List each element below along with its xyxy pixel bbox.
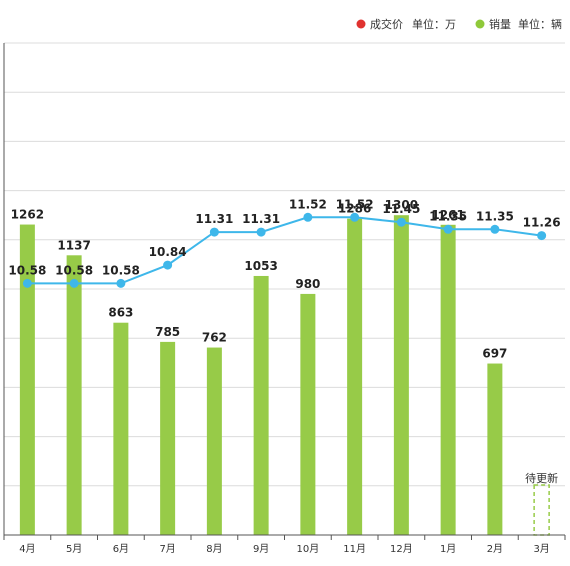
sales-bar-label: 863 bbox=[108, 306, 133, 320]
legend-price-unit: 单位：万 bbox=[412, 17, 456, 31]
axes: 4月 5月 6月 7月 8月 9月 10月 11月 12月 1月 2月 3月 bbox=[3, 43, 566, 555]
price-point-label: 10.84 bbox=[149, 245, 187, 259]
price-point-label: 10.58 bbox=[102, 263, 140, 277]
price-point bbox=[163, 260, 173, 270]
price-point-label: 10.58 bbox=[55, 263, 93, 277]
x-tick-label: 5月 bbox=[66, 543, 82, 555]
x-tick-label: 6月 bbox=[113, 543, 129, 555]
price-point-label: 11.31 bbox=[242, 212, 280, 226]
price-point bbox=[116, 278, 126, 288]
sales-bar-label: 697 bbox=[482, 347, 507, 361]
pending-bar-outline bbox=[533, 484, 550, 536]
price-point bbox=[303, 212, 313, 222]
grid bbox=[4, 42, 565, 487]
sales-bar-label: 762 bbox=[202, 331, 227, 345]
sales-bar bbox=[487, 363, 503, 535]
sales-bar-label: 785 bbox=[155, 325, 180, 339]
price-point bbox=[443, 224, 453, 234]
sales-bar bbox=[206, 347, 222, 535]
price-point bbox=[22, 278, 32, 288]
price-point bbox=[209, 227, 219, 237]
sales-bars bbox=[19, 215, 503, 536]
price-point bbox=[396, 217, 406, 227]
sales-bar bbox=[160, 341, 176, 535]
price-point-label: 11.45 bbox=[382, 202, 420, 216]
x-tick-label: 7月 bbox=[159, 543, 175, 555]
sales-bar bbox=[440, 224, 456, 535]
x-tick-label: 4月 bbox=[19, 543, 35, 555]
x-tick-label: 8月 bbox=[206, 543, 222, 555]
price-point-label: 10.58 bbox=[8, 263, 46, 277]
sales-bar bbox=[347, 218, 363, 536]
price-point-label: 11.35 bbox=[476, 209, 514, 223]
sales-bar-label: 1286 bbox=[338, 202, 371, 216]
price-point-label: 11.52 bbox=[336, 197, 374, 211]
sales-bar bbox=[113, 322, 129, 535]
price-point-label: 11.31 bbox=[195, 212, 233, 226]
x-tick-label: 10月 bbox=[297, 543, 320, 555]
pending-placeholder: 待更新 bbox=[525, 471, 558, 536]
legend-sales-unit: 单位：辆 bbox=[518, 17, 562, 31]
price-line bbox=[22, 212, 547, 288]
sales-bar-label: 1261 bbox=[431, 208, 464, 222]
price-point bbox=[69, 278, 79, 288]
x-tick-label: 2月 bbox=[487, 543, 503, 555]
sales-bar-label: 1300 bbox=[385, 198, 418, 212]
x-tick-label: 12月 bbox=[390, 543, 413, 555]
sales-bar-label: 1053 bbox=[244, 259, 277, 273]
price-point-label: 11.52 bbox=[289, 197, 327, 211]
sales-bar-label: 1137 bbox=[57, 238, 90, 252]
legend-price-name: 成交价 bbox=[370, 17, 403, 31]
legend-sales-marker bbox=[475, 19, 485, 29]
legend: 成交价 单位：万 销量 单位：辆 bbox=[356, 17, 562, 31]
x-tick-label: 3月 bbox=[533, 543, 549, 555]
x-tick-label: 9月 bbox=[253, 543, 269, 555]
sales-bar bbox=[393, 215, 409, 535]
x-tick-label: 1月 bbox=[440, 543, 456, 555]
legend-price-marker bbox=[356, 19, 366, 29]
price-point-label: 11.35 bbox=[429, 209, 467, 223]
price-point bbox=[350, 212, 360, 222]
sales-bar bbox=[300, 293, 316, 535]
sales-bar bbox=[253, 275, 269, 535]
sales-bar-label: 1262 bbox=[11, 208, 44, 222]
data-labels: 1262 1137 863 785 762 1053 980 1286 1300 1261 697 1… bbox=[8, 197, 560, 360]
x-tick-label: 11月 bbox=[343, 543, 366, 555]
legend-sales-name: 销量 bbox=[489, 17, 511, 31]
price-point bbox=[537, 231, 547, 241]
price-point-label: 11.26 bbox=[523, 216, 561, 230]
sales-bar bbox=[66, 255, 82, 535]
sales-bar-label: 980 bbox=[295, 277, 320, 291]
sales-bar bbox=[19, 224, 35, 535]
pending-label: 待更新 bbox=[525, 471, 558, 485]
price-point bbox=[256, 227, 266, 237]
price-point bbox=[490, 224, 500, 234]
price-line-path bbox=[27, 216, 542, 285]
